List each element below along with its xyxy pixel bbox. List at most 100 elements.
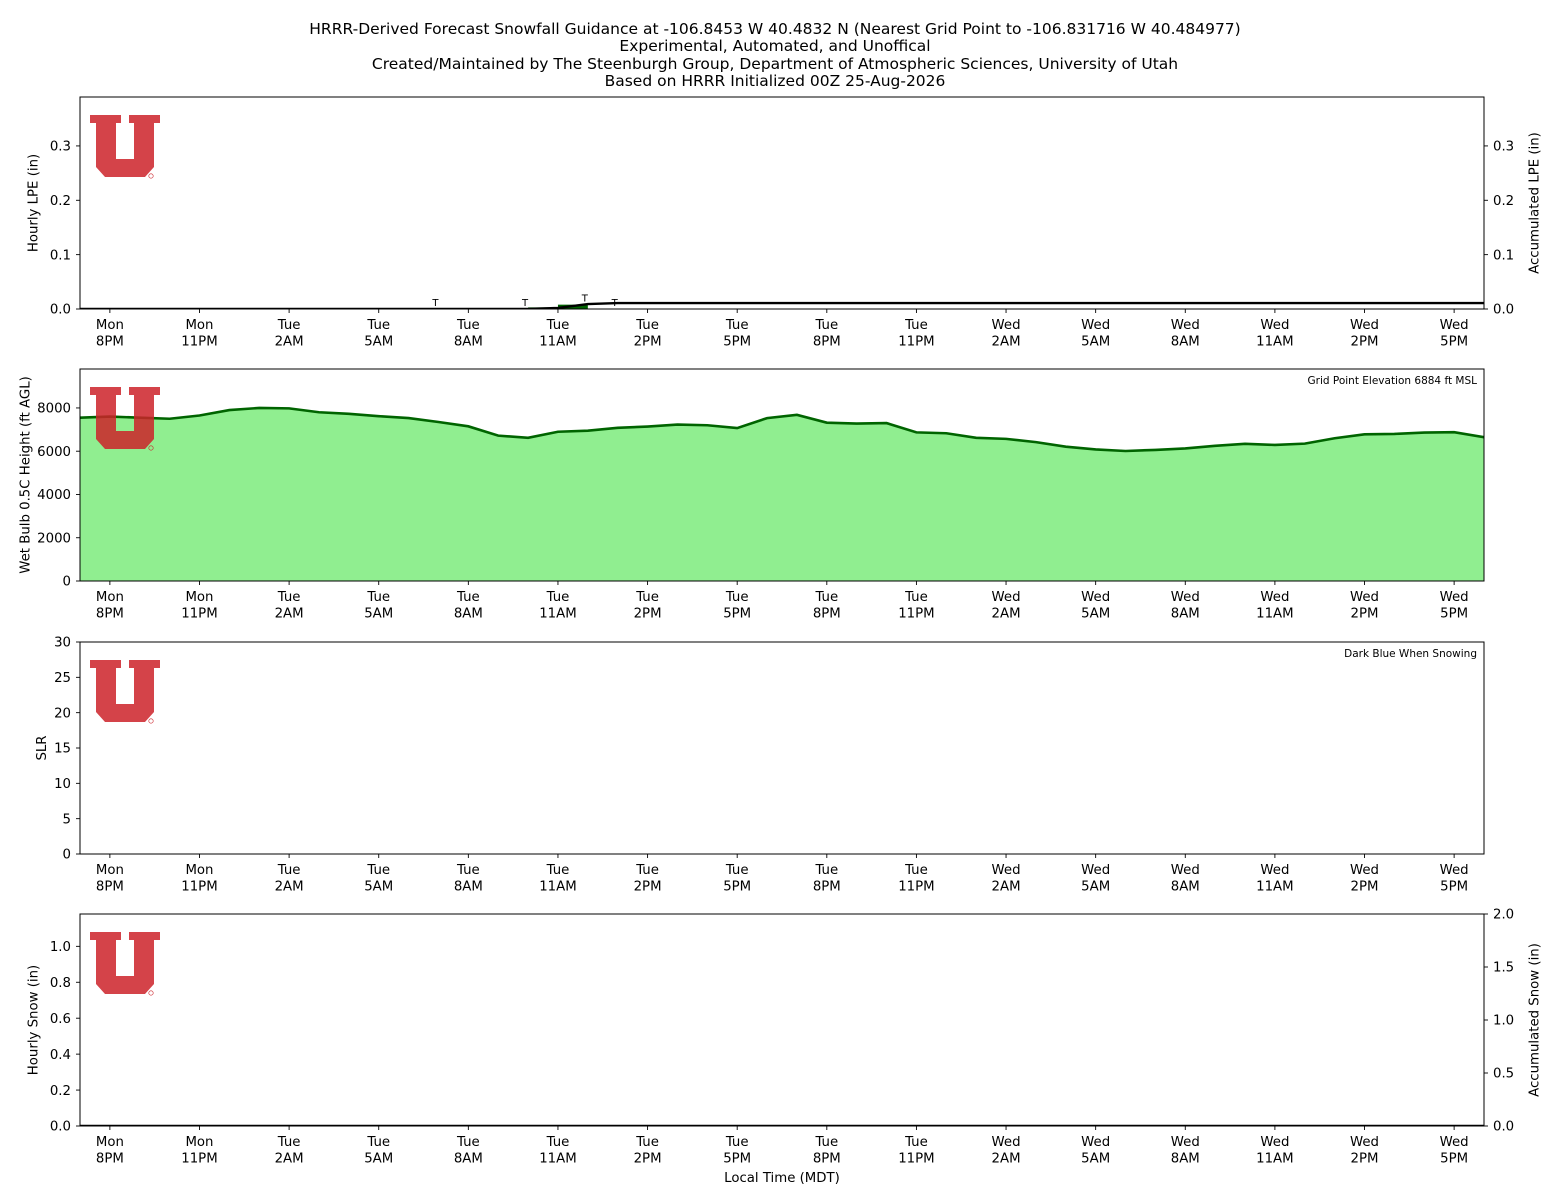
y2-tick-label: 0.2 <box>1493 194 1514 209</box>
x-tick-time-label: 5PM <box>1440 880 1468 895</box>
y-tick-label: 1.0 <box>50 940 71 955</box>
x-tick-day-label: Wed <box>1081 590 1110 605</box>
title-line-1: HRRR-Derived Forecast Snowfall Guidance … <box>309 20 1241 38</box>
x-tick-day-label: Wed <box>1171 1135 1200 1150</box>
x-tick-time-label: 8PM <box>96 607 124 622</box>
x-tick-time-label: 8PM <box>813 335 841 350</box>
y-tick-label: 4000 <box>37 488 71 503</box>
x-tick-day-label: Wed <box>1440 863 1469 878</box>
x-tick-time-label: 2PM <box>634 335 662 350</box>
x-tick-day-label: Wed <box>1081 318 1110 333</box>
x-tick-day-label: Tue <box>635 1135 659 1150</box>
university-of-utah-logo-icon <box>90 660 160 724</box>
x-tick-time-label: 2AM <box>275 335 304 350</box>
x-tick-time-label: 11AM <box>539 335 577 350</box>
x-tick-day-label: Wed <box>1260 863 1289 878</box>
x-tick-day-label: Tue <box>277 863 301 878</box>
x-tick-time-label: 2AM <box>992 1152 1021 1167</box>
x-tick-day-label: Tue <box>546 590 570 605</box>
logo-registered-mark <box>148 173 154 179</box>
title-line-3: Created/Maintained by The Steenburgh Gro… <box>371 54 1179 73</box>
x-tick-day-label: Wed <box>1171 863 1200 878</box>
x-tick-day-label: Tue <box>814 1135 838 1150</box>
x-tick-time-label: 8PM <box>96 880 124 895</box>
x-tick-day-label: Wed <box>992 1135 1021 1150</box>
y-tick-label: 25 <box>54 671 71 686</box>
x-tick-time-label: 11AM <box>539 1152 577 1167</box>
y-tick-label: 8000 <box>37 402 71 417</box>
x-tick-day-label: Wed <box>1260 318 1289 333</box>
wetbulb-line <box>80 406 1484 453</box>
x-tick-time-label: 8AM <box>1171 607 1200 622</box>
trace-label: T <box>521 298 529 309</box>
x-tick-day-label: Wed <box>992 318 1021 333</box>
logo-u-shape <box>90 932 160 994</box>
plot-frame <box>79 641 1485 855</box>
y-axis-label: SLR <box>35 735 50 760</box>
y-tick-label: 0.3 <box>50 140 71 155</box>
x-tick-time-label: 11AM <box>1256 1152 1294 1167</box>
slr-panel: 0 5 10 15 20 25 30 SLR Dark Blue When Snowing Mon… <box>35 636 1485 895</box>
title-line-4: Based on HRRR Initialized 00Z 25-Aug-202… <box>604 71 946 90</box>
x-tick-time-label: 8PM <box>96 335 124 350</box>
y2-axis-label: Accumulated LPE (in) <box>1527 132 1542 274</box>
x-tick-day-label: Tue <box>635 318 659 333</box>
y-tick-label: 10 <box>54 777 71 792</box>
y-axis-label: Wet Bulb 0.5C Height (ft AGL) <box>19 376 34 574</box>
plot-frame <box>79 368 1485 582</box>
plot-frame <box>79 96 1485 310</box>
x-tick-time-label: 2PM <box>1351 607 1379 622</box>
y-tick-label: 0 <box>63 848 71 863</box>
y-tick-label: 2000 <box>37 531 71 546</box>
x-tick-day-label: Wed <box>1440 590 1469 605</box>
x-tick-day-label: Wed <box>992 863 1021 878</box>
x-tick-time-label: 2PM <box>1351 335 1379 350</box>
logo-registered-mark <box>148 718 154 724</box>
trace-label: T <box>581 294 589 305</box>
x-tick-day-label: Tue <box>277 1135 301 1150</box>
wetbulb-plot-area <box>80 406 1484 581</box>
x-tick-time-label: 2PM <box>634 1152 662 1167</box>
accumulated-lpe-line <box>80 301 1484 309</box>
x-tick-day-label: Wed <box>1081 863 1110 878</box>
logo-registered-mark <box>148 990 154 996</box>
x-tick-day-label: Wed <box>992 590 1021 605</box>
x-tick-time-label: 8PM <box>813 880 841 895</box>
x-tick-day-label: Wed <box>1440 318 1469 333</box>
x-tick-time-label: 5PM <box>723 607 751 622</box>
x-tick-time-label: 2PM <box>1351 1152 1379 1167</box>
x-tick-time-label: 11AM <box>1256 335 1294 350</box>
x-axis-label: Local Time (MDT) <box>724 1171 840 1186</box>
x-tick-time-label: 2AM <box>275 607 304 622</box>
y-tick-label: 6000 <box>37 445 71 460</box>
y-tick-label: 0.0 <box>50 303 71 318</box>
x-tick-time-label: 11PM <box>898 880 934 895</box>
y-tick-label: 0.2 <box>50 194 71 209</box>
x-tick-time-label: 8AM <box>454 880 483 895</box>
logo-u-shape <box>90 387 160 449</box>
snow-panel: 0.0 0.2 0.4 0.6 0.8 1.0 Hourly Snow (in) 0.0 0.5… <box>27 908 1543 1186</box>
x-tick-day-label: Tue <box>904 318 928 333</box>
x-tick-day-label: Tue <box>546 1135 570 1150</box>
y-tick-label: 0.4 <box>50 1048 71 1063</box>
x-tick-day-label: Tue <box>366 1135 390 1150</box>
x-tick-day-label: Tue <box>546 863 570 878</box>
x-tick-time-label: 11AM <box>539 607 577 622</box>
x-tick-day-label: Wed <box>1260 590 1289 605</box>
x-tick-time-label: 5AM <box>364 880 393 895</box>
x-tick-time-label: 2PM <box>634 880 662 895</box>
x-tick-time-label: 5PM <box>723 880 751 895</box>
y2-tick-label: 1.5 <box>1493 961 1514 976</box>
x-tick-time-label: 11PM <box>181 607 217 622</box>
x-tick-day-label: Tue <box>904 863 928 878</box>
x-tick-time-label: 8PM <box>813 607 841 622</box>
y-tick-label: 30 <box>54 636 71 651</box>
x-tick-time-label: 5AM <box>1081 880 1110 895</box>
y2-tick-label: 0.0 <box>1493 1120 1514 1135</box>
x-tick-time-label: 2AM <box>992 335 1021 350</box>
y-tick-label: 15 <box>54 742 71 757</box>
x-tick-day-label: Tue <box>904 590 928 605</box>
x-tick-time-label: 8AM <box>454 1152 483 1167</box>
